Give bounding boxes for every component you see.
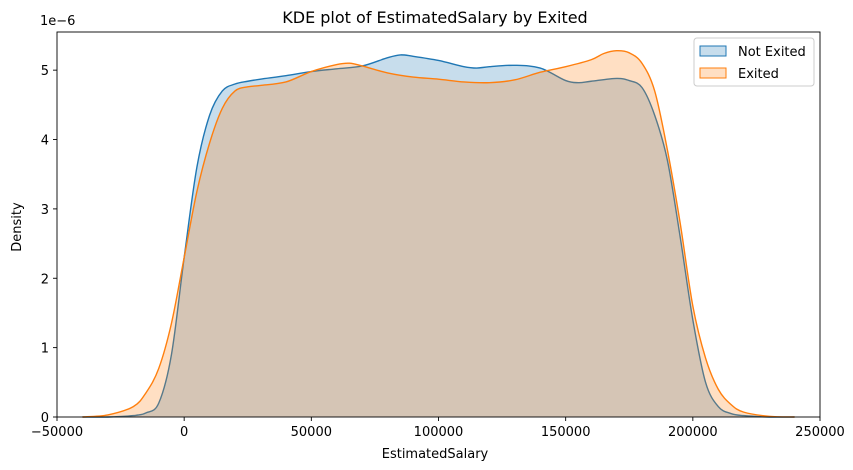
y-axis-label: Density xyxy=(10,202,25,252)
y-tick-label: 5 xyxy=(41,64,49,79)
series-area-exited xyxy=(82,50,795,417)
legend-box xyxy=(693,37,815,87)
x-tick-label: 100000 xyxy=(414,425,464,440)
series-line-exited xyxy=(82,49,795,418)
x-tick-label: 50000 xyxy=(291,425,332,440)
axes: −50000 0 50000 100000 150000 200000 2500000123… xyxy=(31,31,845,440)
legend-swatch-exited xyxy=(699,67,727,79)
y-offset-label: 1e−6 xyxy=(40,14,75,29)
legend-swatch-not-exited xyxy=(699,45,727,57)
y-tick-label: 0 xyxy=(41,411,49,426)
x-tick-label: 250000 xyxy=(795,425,845,440)
series-line-not-exited xyxy=(82,54,795,418)
x-tick-label: 150000 xyxy=(541,425,591,440)
plot-area xyxy=(82,49,795,418)
chart-title: KDE plot of EstimatedSalary by Exited xyxy=(282,8,587,27)
x-axis-label: EstimatedSalary xyxy=(382,447,489,462)
series-area-not-exited xyxy=(82,54,795,418)
y-tick-label: 2 xyxy=(41,272,49,287)
legend: Not Exited Exited xyxy=(693,37,815,87)
y-tick-label: 1 xyxy=(41,342,49,357)
x-tick-label: −50000 xyxy=(31,425,83,440)
y-tick-label: 4 xyxy=(41,134,49,149)
legend-label-exited: Exited xyxy=(738,67,779,82)
y-tick-label: 3 xyxy=(41,203,49,218)
legend-label-not-exited: Not Exited xyxy=(738,45,806,60)
x-tick-label: 200000 xyxy=(668,425,718,440)
x-tick-label: 0 xyxy=(180,425,188,440)
